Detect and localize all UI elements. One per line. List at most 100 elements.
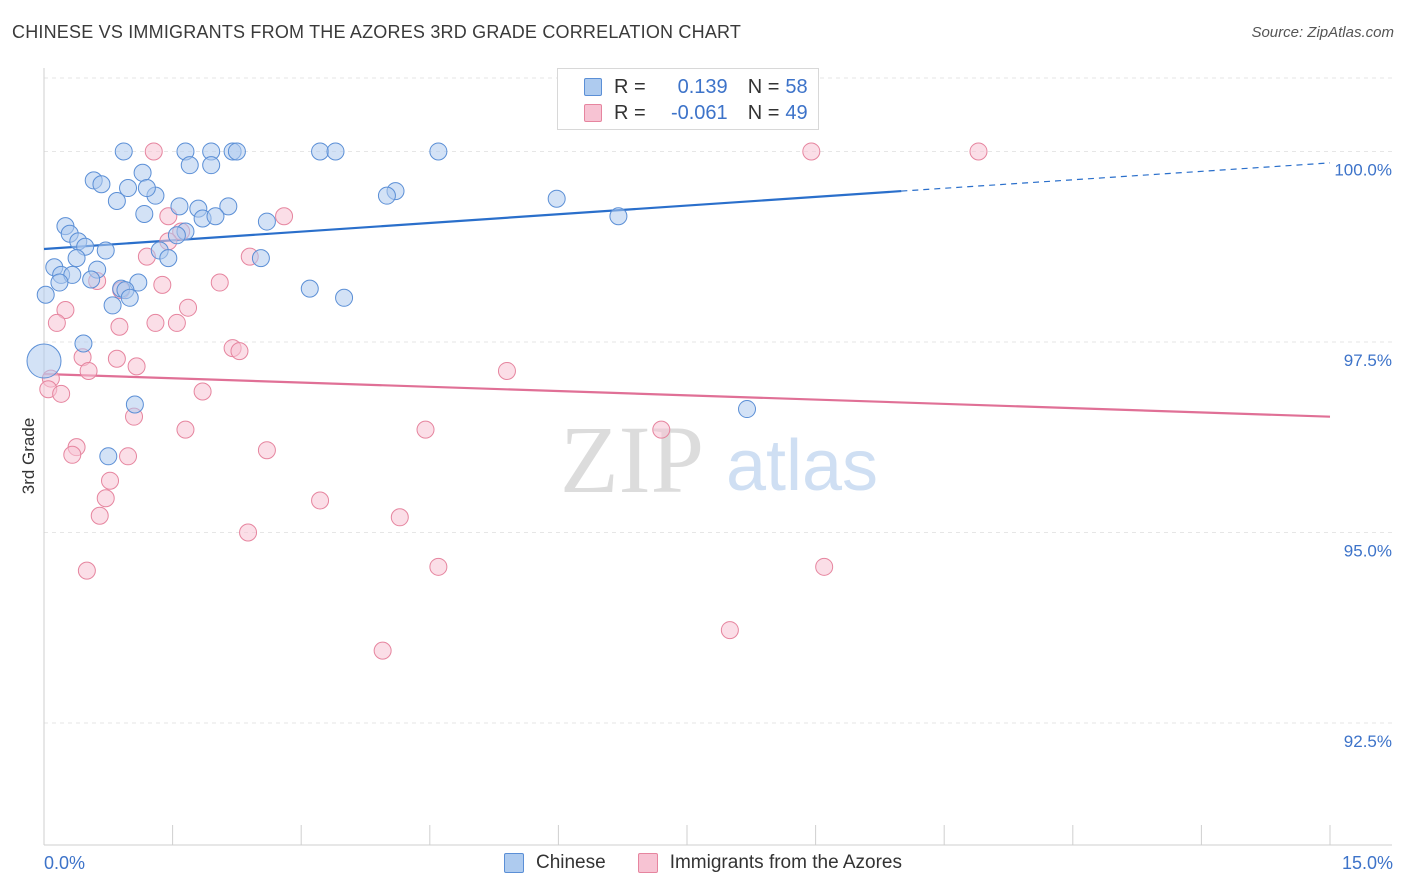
axes xyxy=(43,68,1392,846)
data-point-chinese xyxy=(50,273,69,292)
data-point-azores xyxy=(390,508,409,527)
y-tick-label: 100.0% xyxy=(1334,160,1392,179)
data-point-chinese xyxy=(219,197,238,216)
data-point-azores xyxy=(96,489,115,508)
data-point-azores xyxy=(52,384,71,403)
data-point-chinese xyxy=(119,179,138,198)
legend-n-value-chinese: 58 xyxy=(785,75,808,98)
data-point-chinese xyxy=(137,179,156,198)
data-point-chinese xyxy=(326,142,345,161)
data-point-chinese xyxy=(125,395,144,414)
legend-n-label: N = xyxy=(747,101,780,124)
watermark-zip: ZIP xyxy=(560,406,704,513)
data-point-azores xyxy=(429,557,448,576)
data-point-chinese xyxy=(92,175,111,194)
data-point-azores xyxy=(179,298,198,317)
data-point-azores xyxy=(497,361,516,380)
tick-labels: 92.5% 95.0% 97.5% 100.0% 0.0% 15.0% xyxy=(44,160,1393,873)
data-point-azores xyxy=(193,382,212,401)
data-point-azores xyxy=(90,506,109,525)
chart-title: CHINESE VS IMMIGRANTS FROM THE AZORES 3R… xyxy=(12,22,742,42)
data-point-azores xyxy=(153,275,172,294)
data-point-chinese xyxy=(180,156,199,175)
data-point-chinese xyxy=(167,226,186,245)
data-point-azores xyxy=(47,313,66,332)
data-point-chinese xyxy=(103,296,122,315)
data-point-chinese xyxy=(96,241,115,260)
data-point-azores xyxy=(77,561,96,580)
data-point-chinese xyxy=(99,447,118,466)
series-label-azores: Immigrants from the Azores xyxy=(669,852,902,873)
series-legend-chinese[interactable]: Chinese xyxy=(503,852,606,874)
data-point-azores xyxy=(311,491,330,510)
data-point-azores xyxy=(802,142,821,161)
data-point-azores xyxy=(56,300,75,319)
data-point-chinese xyxy=(311,142,330,161)
data-point-chinese xyxy=(738,400,757,419)
data-point-chinese xyxy=(159,249,178,268)
data-point-azores xyxy=(416,420,435,439)
data-point-chinese xyxy=(547,189,566,208)
correlation-legend: R = 0.139 N = 58 R = -0.061 N = 49 xyxy=(557,68,819,130)
y-tick-label: 97.5% xyxy=(1344,351,1392,370)
data-point-azores xyxy=(127,357,146,376)
data-point-chinese xyxy=(107,191,126,210)
y-tick-label: 95.0% xyxy=(1344,542,1392,561)
data-point-chinese xyxy=(135,204,154,223)
data-point-chinese xyxy=(335,288,354,307)
data-point-chinese xyxy=(36,285,55,304)
trend-line-chinese-extension xyxy=(901,162,1331,192)
legend-n-value-azores: 49 xyxy=(785,101,808,124)
data-point-chinese xyxy=(82,270,101,289)
data-point-azores xyxy=(815,557,834,576)
points-chinese xyxy=(26,142,757,466)
trend-line-azores xyxy=(43,372,1331,418)
legend-r-label: R = xyxy=(614,75,646,98)
data-point-azores xyxy=(101,471,120,490)
data-point-chinese xyxy=(206,207,225,226)
data-point-chinese xyxy=(170,197,189,216)
data-point-chinese xyxy=(114,142,133,161)
data-point-chinese xyxy=(202,156,221,175)
data-point-chinese xyxy=(251,249,270,268)
legend-r-value-chinese: 0.139 xyxy=(677,75,728,98)
series-label-chinese: Chinese xyxy=(535,852,606,873)
gridlines xyxy=(44,77,1392,724)
data-point-azores xyxy=(652,420,671,439)
legend-r-value-azores: -0.061 xyxy=(670,101,728,124)
data-point-azores xyxy=(119,447,138,466)
legend-row-chinese: R = 0.139 N = 58 xyxy=(584,75,808,99)
data-point-azores xyxy=(373,641,392,660)
data-point-chinese xyxy=(429,142,448,161)
series-swatch-chinese xyxy=(503,853,524,873)
legend-row-azores: R = -0.061 N = 49 xyxy=(584,101,808,125)
data-point-chinese xyxy=(26,343,62,379)
data-point-chinese xyxy=(67,249,86,268)
data-point-azores xyxy=(144,142,163,161)
source-label: Source: ZipAtlas.com xyxy=(1251,24,1394,41)
data-point-chinese xyxy=(609,207,628,226)
data-point-azores xyxy=(230,342,249,361)
series-legend-azores[interactable]: Immigrants from the Azores xyxy=(637,852,902,874)
data-point-chinese xyxy=(300,279,319,298)
data-point-azores xyxy=(167,313,186,332)
data-point-azores xyxy=(275,207,294,226)
data-point-chinese xyxy=(227,142,246,161)
data-point-chinese xyxy=(74,334,93,353)
series-swatch-azores xyxy=(637,853,658,873)
data-point-azores xyxy=(107,349,126,368)
trend-lines xyxy=(43,162,1331,418)
x-tick-label: 0.0% xyxy=(44,853,85,873)
y-tick-label: 92.5% xyxy=(1344,732,1392,751)
data-point-chinese xyxy=(133,163,152,182)
y-axis-label: 3rd Grade xyxy=(19,418,38,495)
data-point-chinese xyxy=(377,186,396,205)
x-tick-label: 15.0% xyxy=(1342,853,1393,873)
legend-n-label: N = xyxy=(747,75,780,98)
series-legend: Chinese Immigrants from the Azores xyxy=(0,852,1406,874)
data-point-azores xyxy=(79,361,98,380)
data-point-azores xyxy=(63,445,82,464)
legend-swatch-chinese xyxy=(584,78,602,96)
data-point-azores xyxy=(110,317,129,336)
